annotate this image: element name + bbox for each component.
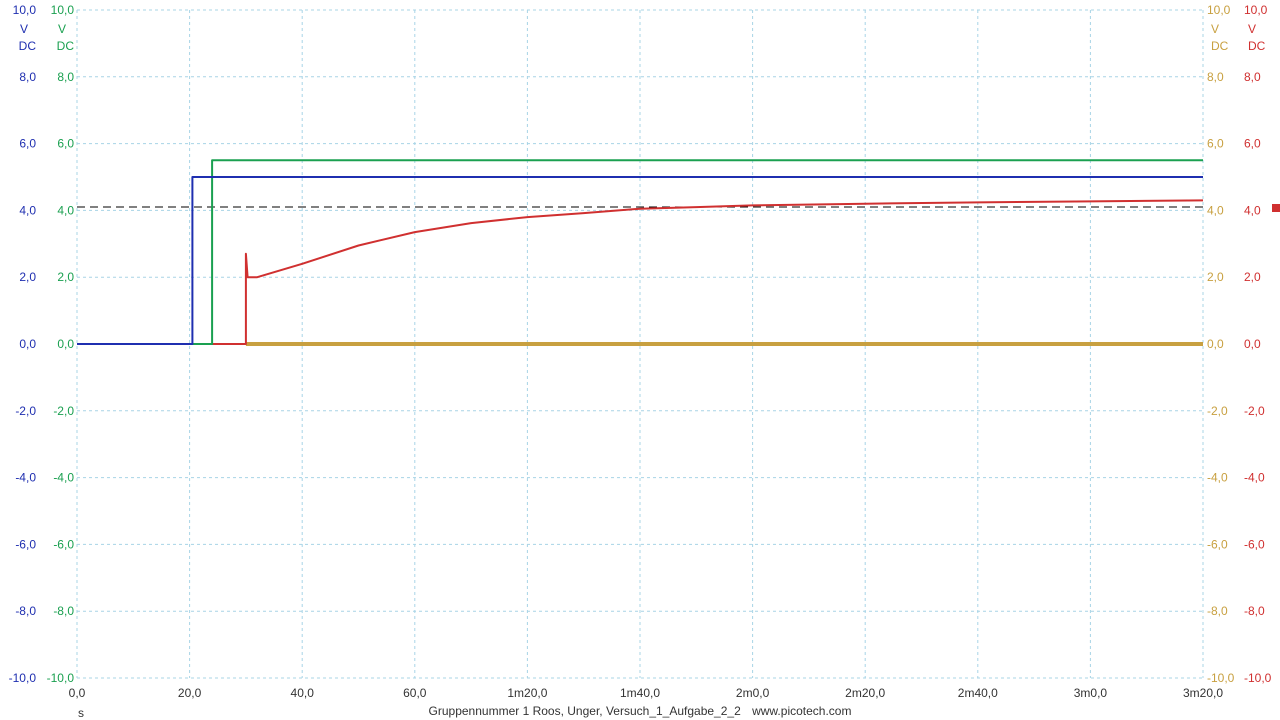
y-tick-label: -6,0 bbox=[1207, 537, 1228, 551]
series-line bbox=[77, 176, 1203, 345]
y-tick-label: 8,0 bbox=[1207, 70, 1224, 84]
y-tick-label: 10,0 bbox=[13, 3, 37, 17]
y-tick-label: 0,0 bbox=[1244, 337, 1261, 351]
y-tick-label: 2,0 bbox=[1207, 270, 1224, 284]
y-tick-label: 6,0 bbox=[1244, 137, 1261, 151]
y-tick-label: -2,0 bbox=[1244, 404, 1265, 418]
y-tick-label: -10,0 bbox=[1244, 671, 1272, 685]
y-tick-label: 6,0 bbox=[1207, 137, 1224, 151]
axis-coupling-label: DC bbox=[1211, 39, 1229, 53]
y-tick-label: 0,0 bbox=[57, 337, 74, 351]
y-tick-label: 6,0 bbox=[19, 137, 36, 151]
y-tick-label: -10,0 bbox=[47, 671, 75, 685]
y-tick-label: -8,0 bbox=[15, 604, 36, 618]
axis-coupling-label: DC bbox=[57, 39, 75, 53]
chart-grid bbox=[76, 9, 1204, 679]
series-layer bbox=[77, 159, 1204, 347]
y-tick-label: 4,0 bbox=[19, 203, 36, 217]
footer: Gruppennummer 1 Roos, Unger, Versuch_1_A… bbox=[0, 704, 1280, 718]
x-tick-label: 3m20,0 bbox=[1183, 686, 1223, 700]
axis-unit-label: V bbox=[20, 22, 28, 36]
x-tick-label: 60,0 bbox=[403, 686, 427, 700]
y-tick-label: 6,0 bbox=[57, 137, 74, 151]
x-tick-label: 40,0 bbox=[291, 686, 315, 700]
axis-labels: 0,0 20,0 40,0 60,0 1m20,0 1m40,0 2m0,0 2m20,0 2m… bbox=[9, 3, 1272, 700]
y-tick-label: 2,0 bbox=[1244, 270, 1261, 284]
y-tick-label: 10,0 bbox=[1207, 3, 1231, 17]
y-tick-label: -10,0 bbox=[9, 671, 37, 685]
y-tick-label: 10,0 bbox=[51, 3, 75, 17]
y-tick-label: 2,0 bbox=[57, 270, 74, 284]
y-tick-label: 4,0 bbox=[1244, 203, 1261, 217]
y-tick-label: 0,0 bbox=[1207, 337, 1224, 351]
y-tick-label: 4,0 bbox=[1207, 203, 1224, 217]
y-tick-label: -2,0 bbox=[15, 404, 36, 418]
axis-coupling-label: DC bbox=[19, 39, 37, 53]
axis-coupling-label: DC bbox=[1248, 39, 1266, 53]
axis-unit-label: V bbox=[1248, 22, 1256, 36]
footer-site: www.picotech.com bbox=[752, 704, 852, 718]
y-tick-label: -8,0 bbox=[1207, 604, 1228, 618]
x-tick-label: 2m20,0 bbox=[845, 686, 885, 700]
y-tick-label: 8,0 bbox=[19, 70, 36, 84]
reference-marker[interactable] bbox=[1272, 204, 1280, 212]
y-tick-label: -2,0 bbox=[1207, 404, 1228, 418]
y-tick-label: -6,0 bbox=[1244, 537, 1265, 551]
series-line bbox=[77, 199, 1204, 345]
y-tick-label: -8,0 bbox=[1244, 604, 1265, 618]
y-tick-label: 10,0 bbox=[1244, 3, 1268, 17]
x-tick-label: 2m0,0 bbox=[736, 686, 770, 700]
x-axis-unit: s bbox=[78, 706, 84, 720]
y-tick-label: -10,0 bbox=[1207, 671, 1235, 685]
y-tick-label: -4,0 bbox=[1244, 471, 1265, 485]
y-tick-label: -6,0 bbox=[53, 537, 74, 551]
x-tick-label: 2m40,0 bbox=[958, 686, 998, 700]
y-tick-label: -4,0 bbox=[1207, 471, 1228, 485]
x-tick-label: 3m0,0 bbox=[1074, 686, 1108, 700]
x-tick-label: 0,0 bbox=[69, 686, 86, 700]
y-tick-label: 0,0 bbox=[19, 337, 36, 351]
y-tick-label: -2,0 bbox=[53, 404, 74, 418]
footer-title: Gruppennummer 1 Roos, Unger, Versuch_1_A… bbox=[428, 704, 741, 718]
y-tick-label: 8,0 bbox=[1244, 70, 1261, 84]
y-tick-label: 8,0 bbox=[57, 70, 74, 84]
y-tick-label: 2,0 bbox=[19, 270, 36, 284]
series-noise-band bbox=[245, 341, 1203, 347]
x-tick-label: 20,0 bbox=[178, 686, 202, 700]
axis-unit-label: V bbox=[58, 22, 66, 36]
axis-unit-label: V bbox=[1211, 22, 1219, 36]
y-tick-label: -4,0 bbox=[53, 471, 74, 485]
y-tick-label: -6,0 bbox=[15, 537, 36, 551]
y-tick-label: -4,0 bbox=[15, 471, 36, 485]
x-tick-label: 1m20,0 bbox=[507, 686, 547, 700]
y-tick-label: 4,0 bbox=[57, 203, 74, 217]
x-tick-label: 1m40,0 bbox=[620, 686, 660, 700]
y-tick-label: -8,0 bbox=[53, 604, 74, 618]
